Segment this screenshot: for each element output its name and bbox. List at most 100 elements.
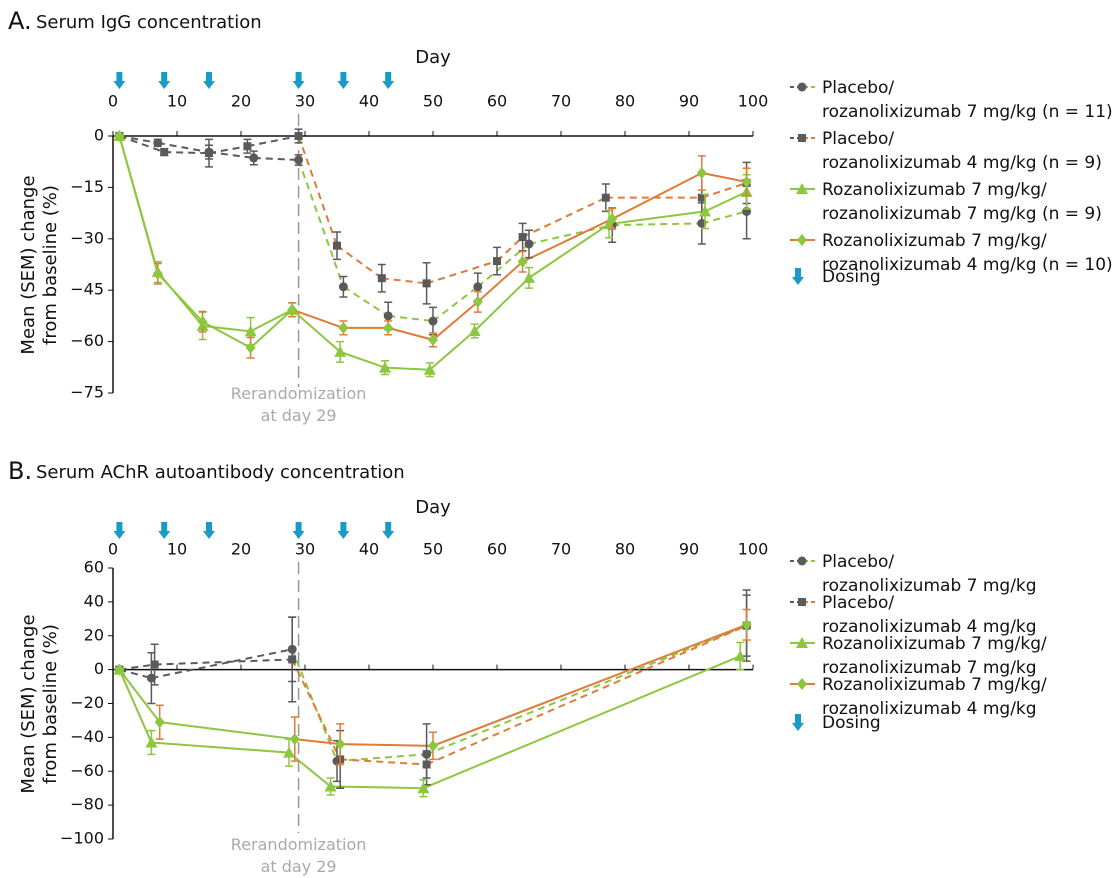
x-tick-label: 70 <box>551 540 571 559</box>
line-segment <box>432 301 479 341</box>
point <box>473 282 483 292</box>
dosing-arrow <box>113 522 126 539</box>
legend-marker <box>796 183 808 194</box>
line-segment <box>118 669 153 743</box>
line-segment <box>157 141 210 154</box>
dosing-arrow <box>292 72 305 89</box>
legend-label: Placebo/ rozanolixizumab 4 mg/kg <box>822 593 1037 637</box>
point <box>383 311 393 321</box>
point <box>114 663 125 676</box>
point <box>289 733 300 746</box>
x-tick-label: 80 <box>615 540 635 559</box>
line-segment <box>522 218 613 263</box>
line-segment <box>336 244 383 280</box>
point <box>417 782 430 794</box>
legend-label: Rozanolixizumab 7 mg/kg/ rozanolixizumab… <box>822 675 1047 719</box>
line-segment <box>426 624 747 756</box>
point <box>197 315 208 328</box>
panel-label: A. <box>8 7 32 35</box>
legend-marker <box>797 234 807 246</box>
line-segment <box>381 277 427 285</box>
point <box>338 282 348 292</box>
legend-dosing-icon <box>792 714 804 731</box>
line-segment <box>288 751 332 788</box>
line-segment <box>384 366 430 371</box>
y-tick-label: 20 <box>84 625 104 644</box>
line-segment <box>612 222 702 227</box>
y-tick-label: −75 <box>70 383 104 402</box>
x-tick-label: 30 <box>295 92 315 111</box>
x-tick-label: 60 <box>487 92 507 111</box>
line-segment <box>291 659 342 760</box>
point <box>697 193 706 202</box>
point <box>428 333 438 346</box>
line-segment <box>342 285 389 317</box>
point <box>324 780 337 792</box>
panel-title: Serum IgG concentration <box>36 12 262 33</box>
dosing-arrow <box>382 522 395 539</box>
legend-label: Placebo/ rozanolixizumab 7 mg/kg <box>822 552 1037 596</box>
point <box>734 650 747 662</box>
point <box>294 155 304 165</box>
line-segment <box>154 658 293 666</box>
point <box>338 321 349 334</box>
line-segment <box>297 159 345 288</box>
point <box>741 175 752 188</box>
line-segment <box>291 308 344 329</box>
point <box>335 738 346 751</box>
x-tick-label: 60 <box>487 540 507 559</box>
x-tick-label: 100 <box>738 92 769 111</box>
line-segment <box>528 223 610 279</box>
line-segment <box>208 151 254 159</box>
point <box>150 660 159 669</box>
line-segment <box>701 172 747 183</box>
x-tick-label: 30 <box>295 540 315 559</box>
x-tick-label: 0 <box>108 92 118 111</box>
dosing-arrow <box>203 72 215 89</box>
line-segment <box>432 623 747 747</box>
y-tick-label: −80 <box>70 795 104 814</box>
line-segment <box>247 135 299 148</box>
point <box>146 673 156 683</box>
legend-marker <box>797 678 807 690</box>
x-tick-label: 10 <box>167 92 187 111</box>
y-tick-label: −20 <box>70 693 104 712</box>
point <box>145 736 158 748</box>
point <box>518 233 527 242</box>
point <box>152 267 163 280</box>
point <box>114 130 125 142</box>
point <box>422 279 431 288</box>
line-segment <box>253 156 299 161</box>
legend-marker <box>797 556 807 566</box>
x-tick-label: 100 <box>738 540 769 559</box>
panel-title: Serum AChR autoantibody concentration <box>36 462 405 483</box>
x-tick-label: 90 <box>679 92 699 111</box>
point <box>379 361 391 373</box>
line-segment <box>611 172 703 220</box>
legend-label: Placebo/ rozanolixizumab 7 mg/kg (n = 11… <box>822 78 1113 122</box>
y-tick-label: −45 <box>70 280 104 299</box>
panel-label: B. <box>8 457 32 485</box>
dosing-arrow <box>337 522 350 539</box>
dosing-arrow <box>158 522 171 539</box>
point <box>601 193 610 202</box>
legend-label: Dosing <box>822 713 881 733</box>
line-segment <box>157 273 204 323</box>
dosing-arrow <box>113 72 126 89</box>
dosing-arrow <box>158 72 171 89</box>
y-tick-label: −40 <box>70 727 104 746</box>
line-segment <box>118 135 159 275</box>
legend-marker <box>797 82 807 92</box>
point <box>294 132 303 140</box>
y-axis-title: Mean (SEM) change from baseline (%) <box>18 613 61 794</box>
point <box>699 205 711 217</box>
line-segment <box>701 181 747 199</box>
x-tick-label: 0 <box>108 540 118 559</box>
line-segment <box>330 785 424 790</box>
line-segment <box>423 655 741 790</box>
point <box>607 212 618 225</box>
line-segment <box>522 196 607 238</box>
x-tick-label: 50 <box>423 540 443 559</box>
